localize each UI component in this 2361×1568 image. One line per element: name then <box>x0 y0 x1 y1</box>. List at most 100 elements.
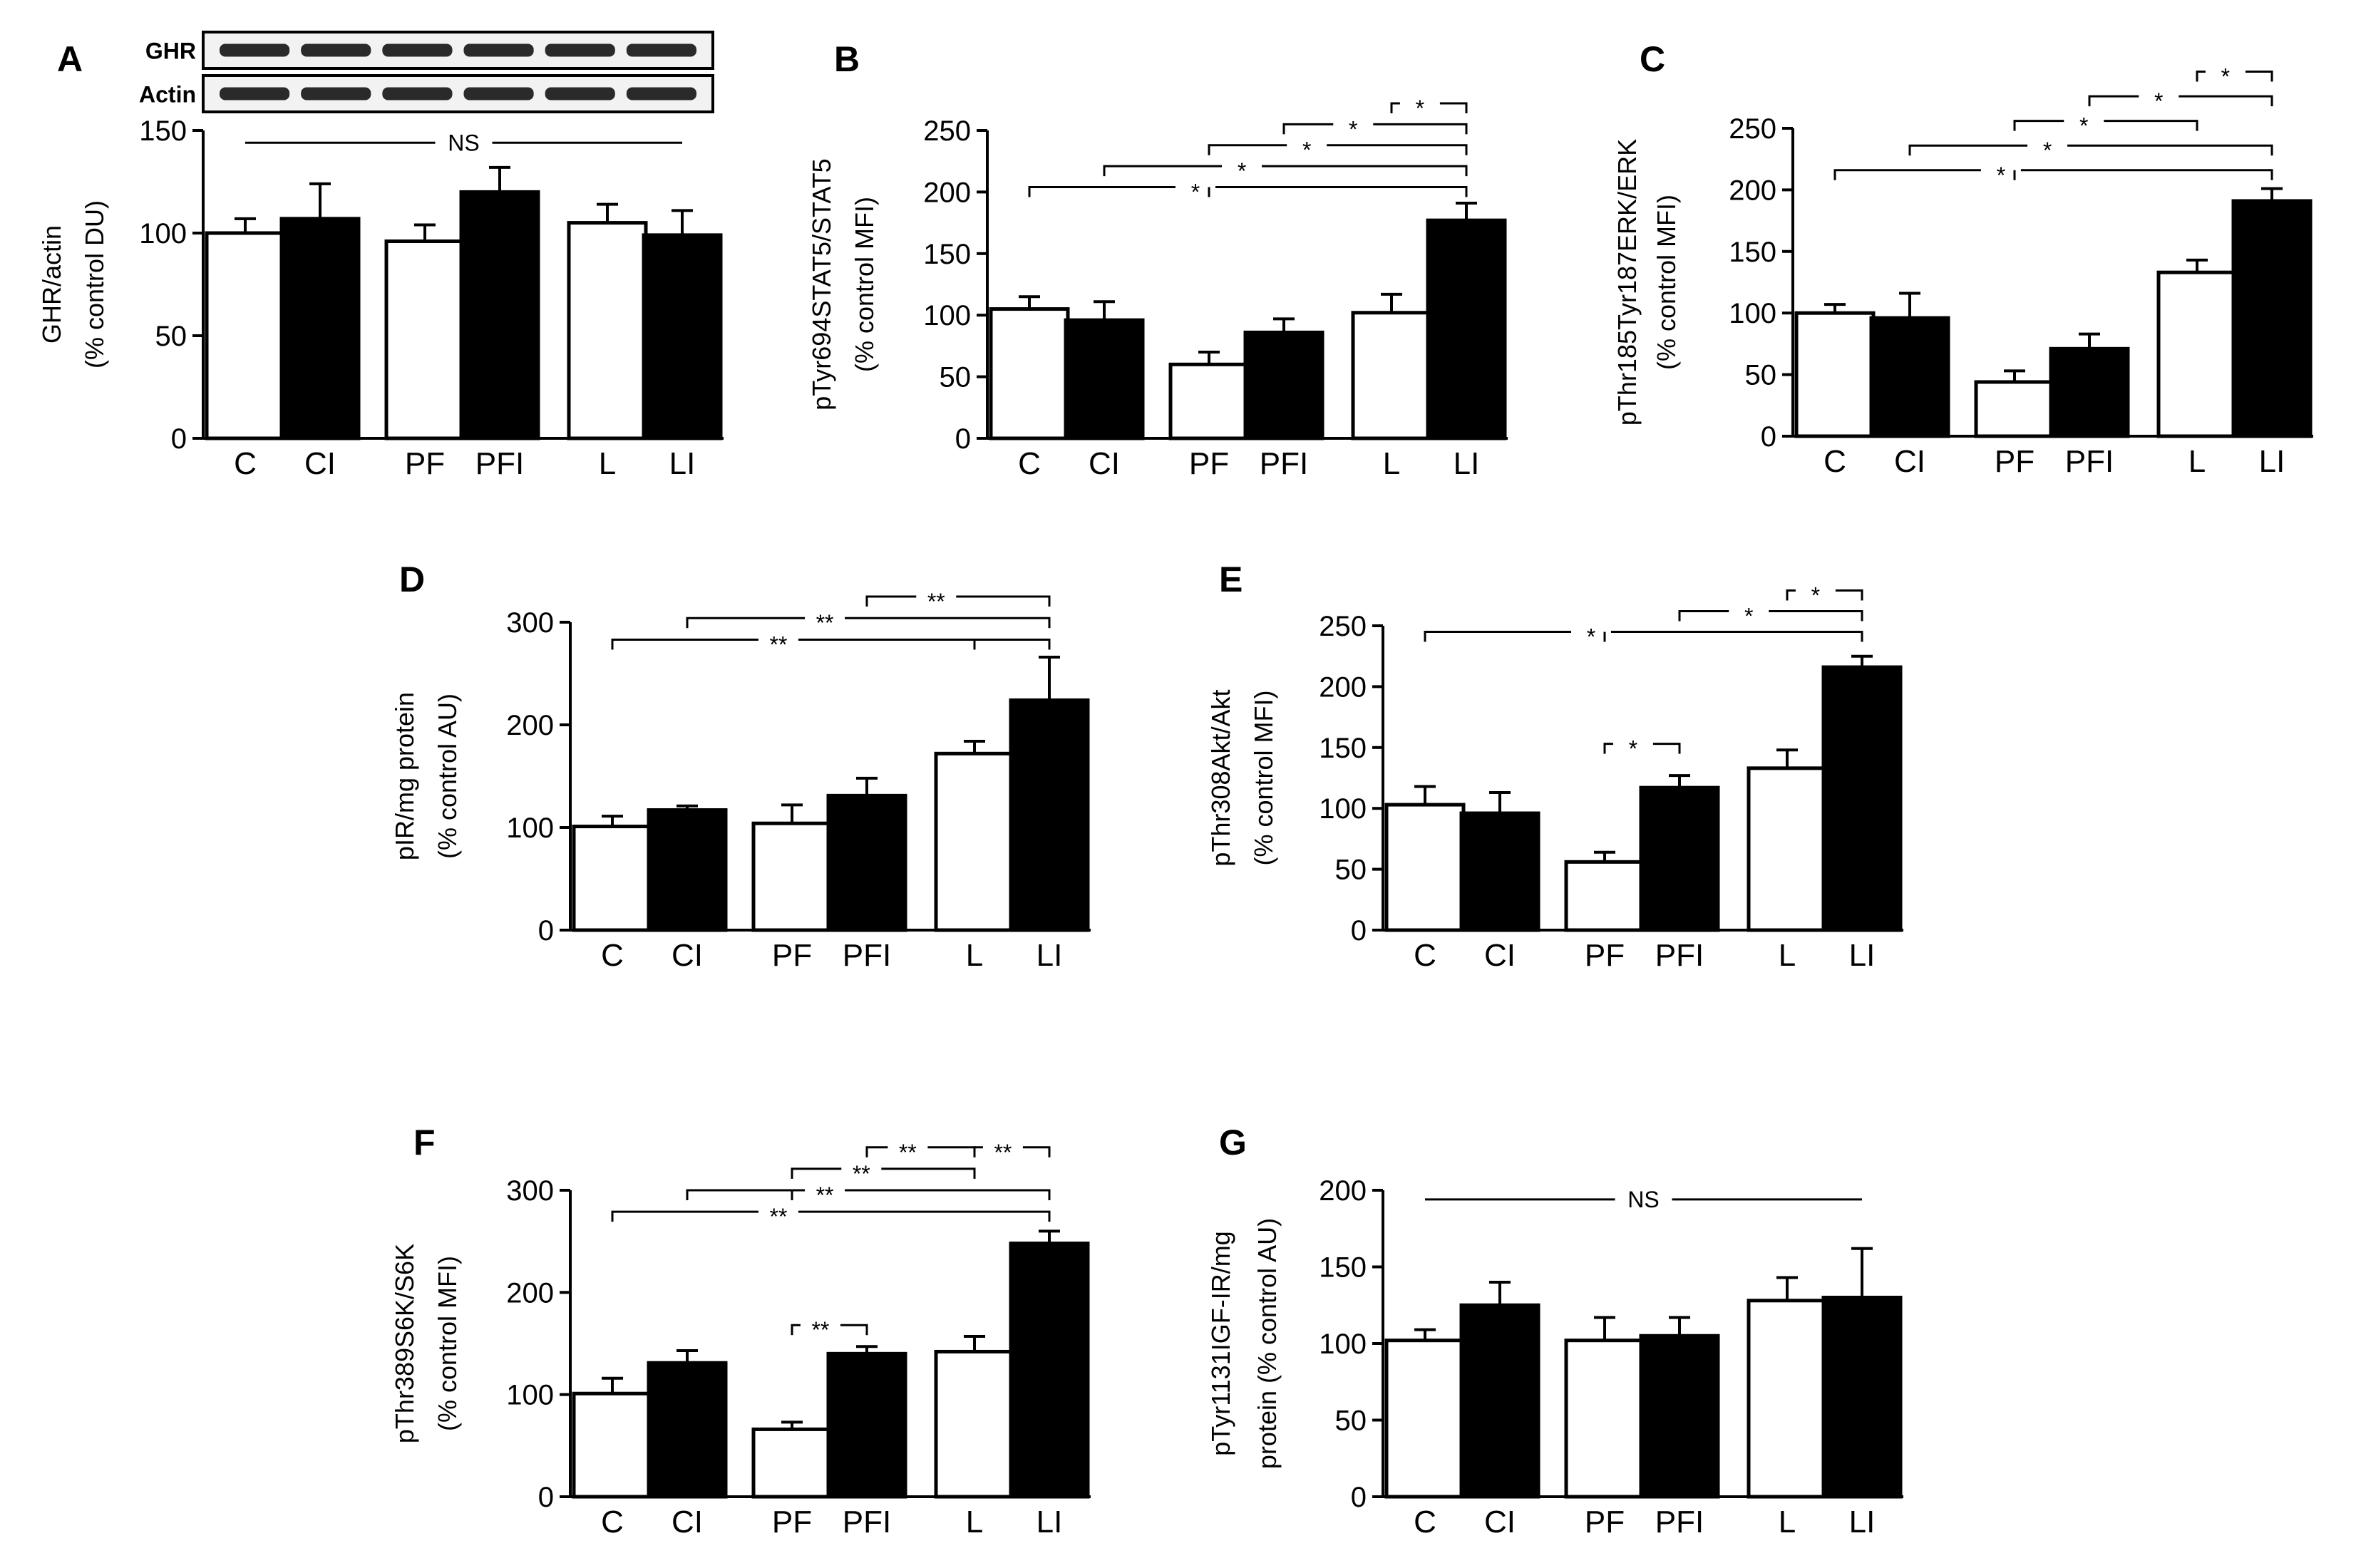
significance-bracket <box>1390 102 1468 113</box>
significance-marker: ** <box>769 1204 787 1229</box>
significance-bracket <box>1424 631 1863 642</box>
category-label: CI <box>672 1505 703 1539</box>
bar-pfi <box>1639 1334 1720 1499</box>
y-axis-label: pIR/mg protein <box>390 692 419 860</box>
y-axis-label: (% control MFI) <box>850 197 879 372</box>
significance-bracket <box>1103 165 1468 177</box>
bar-l <box>1747 766 1828 932</box>
panel-a: A GHR/actin (% control DU) 0 50 100 150 C CI PF PF… <box>37 31 724 481</box>
bar-c <box>1384 803 1466 932</box>
category-label: C <box>1414 1505 1436 1539</box>
y-tick-label: 100 <box>139 218 187 249</box>
category-label: L <box>1383 446 1400 481</box>
panel-title: G <box>1219 1123 1247 1162</box>
blot-row-label: GHR <box>145 38 196 64</box>
y-axis-label: (% control MFI) <box>433 1256 462 1431</box>
significance-marker: ** <box>853 1161 870 1187</box>
bar-pf <box>1974 380 2055 438</box>
category-label: LI <box>1849 1505 1876 1539</box>
significance-bracket <box>1208 144 1468 155</box>
bar-ci <box>1064 318 1145 440</box>
panel-title: D <box>399 559 425 599</box>
category-label: PF <box>772 1505 812 1539</box>
category-label: PF <box>1585 1505 1625 1539</box>
category-label: PF <box>772 938 812 973</box>
significance-bracket <box>865 595 1051 607</box>
significance-marker: * <box>1302 138 1311 163</box>
ns-label: NS <box>448 130 479 155</box>
category-label: L <box>966 938 983 973</box>
bar-l <box>1747 1299 1828 1499</box>
category-label: CI <box>304 446 336 481</box>
category-label: LI <box>669 446 696 481</box>
significance-bracket <box>2088 95 2273 107</box>
significance-bracket <box>865 1146 976 1157</box>
bar-ci <box>279 217 361 440</box>
bar-c <box>1794 311 1876 438</box>
y-tick-label: 0 <box>1351 1482 1367 1513</box>
significance-bracket <box>791 1167 976 1179</box>
bar-l <box>934 751 1015 932</box>
significance-marker: ** <box>927 589 945 614</box>
bar-li <box>1009 1242 1090 1499</box>
y-tick-label: 0 <box>955 423 971 455</box>
bar-pfi <box>1639 785 1720 932</box>
bar-li <box>1821 1296 1903 1499</box>
y-tick-label: 0 <box>1351 915 1367 947</box>
significance-bracket <box>1786 589 1863 601</box>
significance-marker: * <box>1191 179 1200 205</box>
y-tick-label: 200 <box>923 177 971 208</box>
y-tick-label: 0 <box>1761 421 1776 453</box>
significance-marker: ** <box>811 1317 829 1343</box>
y-axis-label: (% control MFI) <box>1249 690 1278 865</box>
category-label: PF <box>1995 444 2035 479</box>
bar-pf <box>1564 860 1645 932</box>
y-axis-label: GHR/actin <box>37 225 66 344</box>
y-tick-label: 150 <box>1729 237 1776 268</box>
significance-marker: * <box>1629 736 1637 762</box>
y-tick-label: 150 <box>1319 1252 1367 1284</box>
bar-li <box>1821 665 1903 932</box>
significance-bracket <box>1833 169 2273 180</box>
category-label: C <box>601 938 624 973</box>
significance-bracket <box>2196 71 2273 82</box>
category-label: C <box>601 1505 624 1539</box>
bar-l <box>567 221 648 440</box>
significance-bracket <box>686 617 1051 629</box>
panel-title: B <box>834 39 860 79</box>
y-axis-label: (% control MFI) <box>1652 195 1681 370</box>
bar-li <box>1426 218 1507 440</box>
category-label: CI <box>1484 938 1516 973</box>
significance-marker: * <box>2154 88 2163 114</box>
bar-l <box>2156 270 2238 438</box>
significance-bracket <box>611 638 1051 650</box>
y-tick-label: 150 <box>923 239 971 270</box>
y-tick-label: 100 <box>923 300 971 331</box>
bar-pfi <box>459 190 540 440</box>
y-tick-label: 250 <box>923 115 971 147</box>
y-tick-label: 50 <box>1335 1405 1367 1437</box>
y-tick-label: 50 <box>1745 360 1777 391</box>
category-label: LI <box>1037 1505 1063 1539</box>
y-tick-label: 300 <box>506 607 554 639</box>
category-label: CI <box>672 938 703 973</box>
bar-l <box>934 1349 1015 1499</box>
blot-band <box>301 87 371 100</box>
category-label: L <box>599 446 616 481</box>
panel-title: C <box>1640 39 1665 79</box>
bar-pfi <box>1243 330 1324 440</box>
y-axis-label: (% control AU) <box>433 693 462 859</box>
category-label: PFI <box>475 446 524 481</box>
y-tick-label: 100 <box>506 813 554 844</box>
category-label: LI <box>1849 938 1876 973</box>
significance-marker: * <box>1587 624 1595 650</box>
category-label: PFI <box>2065 444 2114 479</box>
category-label: PFI <box>1655 938 1704 973</box>
significance-bracket <box>973 1146 1051 1157</box>
bar-pf <box>751 821 833 932</box>
significance-marker: ** <box>769 631 787 657</box>
y-tick-label: 100 <box>1319 1329 1367 1360</box>
bar-c <box>205 231 286 440</box>
y-tick-label: 200 <box>1729 175 1776 206</box>
y-tick-label: 50 <box>1335 855 1367 886</box>
